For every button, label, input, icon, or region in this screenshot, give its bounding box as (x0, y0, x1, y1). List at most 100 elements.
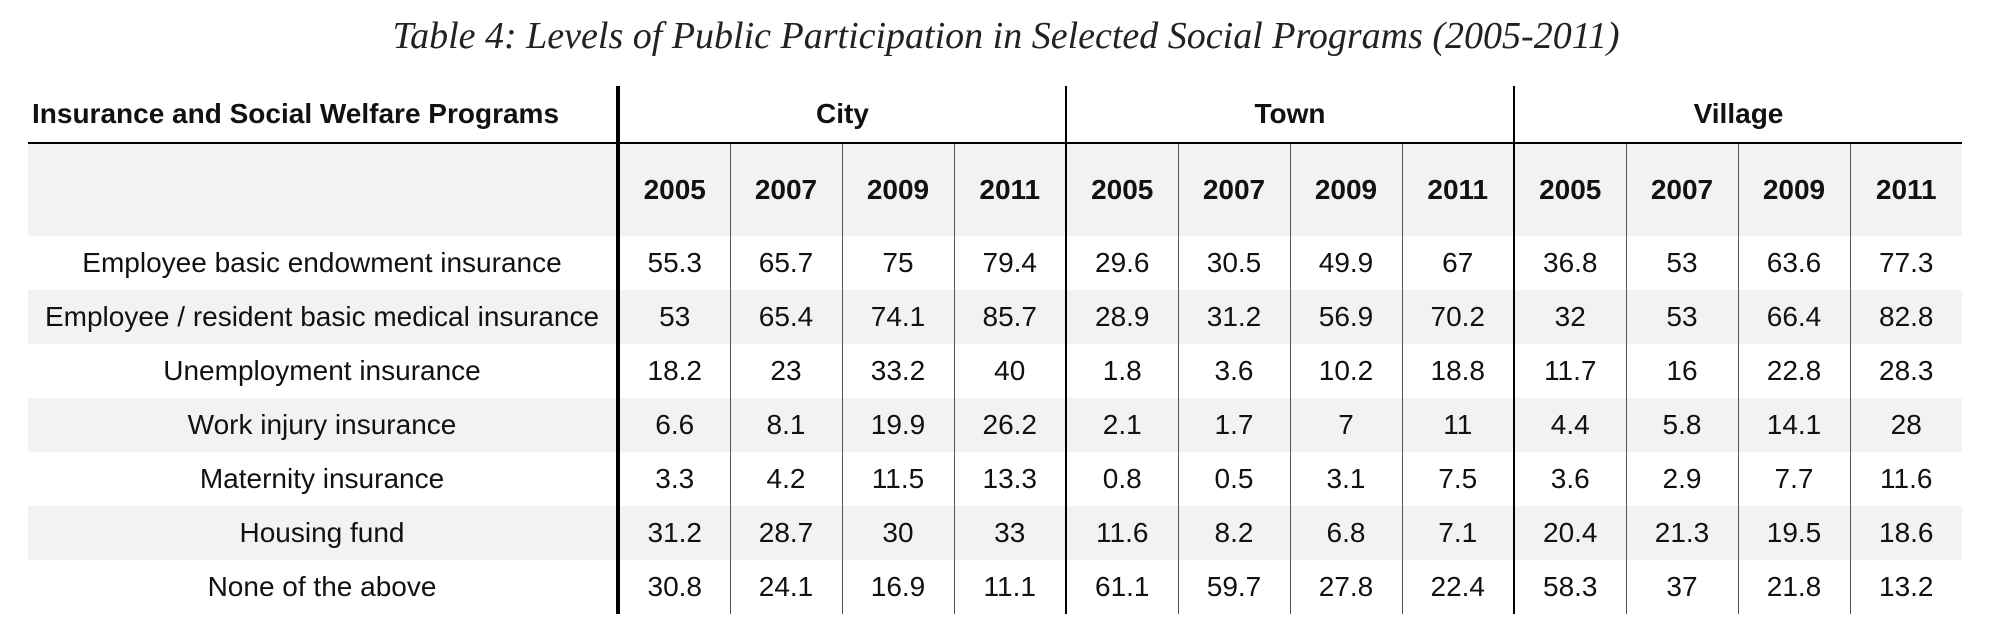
cell-city-2005: 55.3 (618, 236, 731, 290)
row-label: None of the above (28, 560, 620, 614)
cell-village-2007: 21.3 (1626, 506, 1739, 560)
year-header-city-2011: 2011 (954, 143, 1067, 236)
cell-town-2009: 6.8 (1290, 506, 1403, 560)
cell-village-2011: 18.6 (1850, 506, 1962, 560)
cell-city-2009: 75 (842, 236, 955, 290)
cell-city-2005: 3.3 (618, 452, 731, 506)
year-header-town-2005: 2005 (1066, 143, 1179, 236)
cell-village-2009: 19.5 (1738, 506, 1851, 560)
cell-village-2005: 36.8 (1514, 236, 1627, 290)
cell-town-2011: 67 (1402, 236, 1515, 290)
cell-village-2005: 3.6 (1514, 452, 1627, 506)
cell-town-2011: 18.8 (1402, 344, 1515, 398)
cell-town-2007: 8.2 (1178, 506, 1291, 560)
cell-town-2005: 11.6 (1066, 506, 1179, 560)
cell-village-2007: 37 (1626, 560, 1739, 614)
cell-village-2005: 11.7 (1514, 344, 1627, 398)
group-header-village: Village (1514, 86, 1962, 144)
cell-town-2007: 3.6 (1178, 344, 1291, 398)
year-header-city-2007: 2007 (730, 143, 843, 236)
year-header-village-2011: 2011 (1850, 143, 1962, 236)
cell-city-2009: 30 (842, 506, 955, 560)
year-header-village-2009: 2009 (1738, 143, 1851, 236)
cell-village-2007: 5.8 (1626, 398, 1739, 452)
cell-village-2011: 28 (1850, 398, 1962, 452)
cell-city-2007: 24.1 (730, 560, 843, 614)
row-label: Maternity insurance (28, 452, 620, 506)
cell-town-2011: 22.4 (1402, 560, 1515, 614)
cell-town-2005: 61.1 (1066, 560, 1179, 614)
cell-town-2011: 11 (1402, 398, 1515, 452)
cell-city-2009: 19.9 (842, 398, 955, 452)
group-header-town: Town (1066, 86, 1515, 144)
year-header-city-2009: 2009 (842, 143, 955, 236)
cell-village-2011: 13.2 (1879, 571, 1934, 602)
row-label: Work injury insurance (28, 398, 620, 452)
cell-town-2005: 0.8 (1066, 452, 1179, 506)
cell-village-2005: 4.4 (1514, 398, 1627, 452)
cell-village-2009: 14.1 (1738, 398, 1851, 452)
cell-city-2011: 85.7 (954, 290, 1067, 344)
cell-city-2007: 28.7 (730, 506, 843, 560)
cell-town-2011: 7.5 (1402, 452, 1515, 506)
table-row: Work injury insurance 6.6 8.1 19.9 26.2 2.1 1.… (28, 398, 1962, 452)
year-header-blank (28, 143, 620, 236)
table-row: Employee / resident basic medical insura… (28, 290, 1962, 344)
table-row: Housing fund 31.2 28.7 30 33 11.6 8.2 6.8 7.1 20.… (28, 506, 1962, 560)
cell-city-2005: 6.6 (618, 398, 731, 452)
cell-town-2005: 28.9 (1066, 290, 1179, 344)
cell-village-2009: 21.8 (1738, 560, 1851, 614)
cell-village-2005: 32 (1514, 290, 1627, 344)
cell-town-2007: 0.5 (1178, 452, 1291, 506)
year-header-town-2009: 2009 (1290, 143, 1403, 236)
year-header-city-2005: 2005 (618, 143, 731, 236)
table-row: Employee basic endowment insurance 55.3 65… (28, 236, 1962, 290)
year-header-village-2007: 2007 (1626, 143, 1739, 236)
cell-village-2005: 20.4 (1514, 506, 1627, 560)
cell-city-2009: 74.1 (842, 290, 955, 344)
participation-table: Insurance and Social Welfare Programs Ci… (28, 86, 1962, 614)
cell-town-2005: 2.1 (1066, 398, 1179, 452)
cell-city-2011: 11.1 (954, 560, 1067, 614)
table-row: None of the above 30.8 24.1 16.9 11.1 61.1 59.… (28, 560, 1962, 614)
cell-city-2011: 79.4 (954, 236, 1067, 290)
group-header-city: City (618, 86, 1067, 144)
year-header-town-2011: 2011 (1402, 143, 1515, 236)
cell-city-2005: 30.8 (618, 560, 731, 614)
cell-city-2011: 40 (954, 344, 1067, 398)
cell-village-2009: 7.7 (1738, 452, 1851, 506)
cell-village-2011: 11.6 (1880, 463, 1933, 494)
cell-city-2007: 8.1 (730, 398, 843, 452)
table-row: Unemployment insurance 18.2 23 33.2 40 1.8 3.6… (28, 344, 1962, 398)
cell-city-2011: 33 (954, 506, 1067, 560)
table-row: Maternity insurance 3.3 4.2 11.5 13.3 0.8 0.5 3… (28, 452, 1962, 506)
year-header-village-2005: 2005 (1514, 143, 1627, 236)
cell-city-2009: 11.5 (842, 452, 955, 506)
cell-town-2009: 27.8 (1290, 560, 1403, 614)
cell-village-2011: 77.3 (1879, 247, 1934, 278)
cell-village-2011: 28.3 (1879, 355, 1934, 386)
cell-city-2007: 65.7 (730, 236, 843, 290)
row-label: Housing fund (28, 506, 620, 560)
cell-village-2009: 63.6 (1738, 236, 1851, 290)
row-label: Employee / resident basic medical insura… (28, 290, 620, 344)
row-label: Employee basic endowment insurance (28, 236, 620, 290)
cell-town-2011: 70.2 (1402, 290, 1515, 344)
cell-village-2005: 58.3 (1514, 560, 1627, 614)
cell-city-2009: 33.2 (842, 344, 955, 398)
table-title: Table 4: Levels of Public Participation … (392, 15, 1620, 57)
cell-town-2009: 10.2 (1290, 344, 1403, 398)
cell-town-2011: 7.1 (1402, 506, 1515, 560)
cell-city-2005: 31.2 (618, 506, 731, 560)
cell-town-2007: 1.7 (1178, 398, 1291, 452)
corner-header: Insurance and Social Welfare Programs (28, 86, 620, 144)
cell-village-2007: 53 (1626, 236, 1739, 290)
table-body: Employee basic endowment insurance 55.3 65… (28, 236, 1962, 614)
cell-city-2005: 53 (618, 290, 731, 344)
cell-town-2005: 1.8 (1066, 344, 1179, 398)
cell-town-2005: 29.6 (1066, 236, 1179, 290)
cell-city-2011: 13.3 (954, 452, 1067, 506)
row-label: Unemployment insurance (28, 344, 620, 398)
cell-town-2007: 59.7 (1178, 560, 1291, 614)
cell-village-2007: 53 (1626, 290, 1739, 344)
